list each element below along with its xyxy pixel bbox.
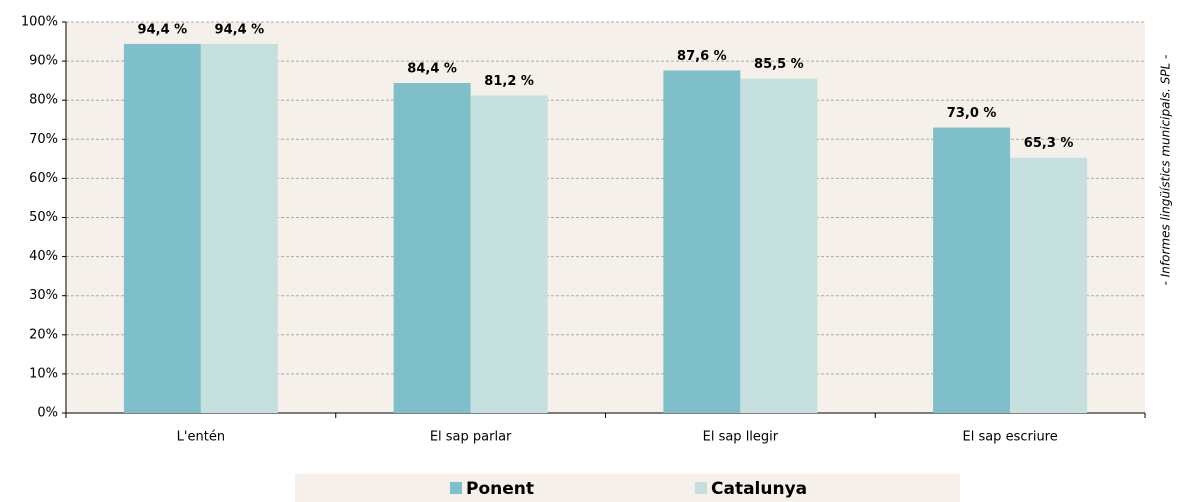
y-tick-label: 100% bbox=[21, 15, 58, 30]
legend-label: Ponent bbox=[466, 479, 534, 499]
y-tick-label: 70% bbox=[29, 132, 58, 147]
bar bbox=[740, 78, 818, 413]
y-tick-label: 40% bbox=[29, 249, 58, 264]
source-note: - Informes lingüístics municipals. SPL - bbox=[1159, 55, 1173, 286]
x-tick-label: L'entén bbox=[177, 430, 225, 445]
y-tick-label: 10% bbox=[29, 366, 58, 381]
value-label: 84,4 % bbox=[407, 61, 457, 76]
value-label: 94,4 % bbox=[215, 22, 265, 37]
value-label: 65,3 % bbox=[1024, 136, 1074, 151]
bar bbox=[123, 43, 201, 414]
value-label: 94,4 % bbox=[138, 22, 188, 37]
y-tick-label: 90% bbox=[29, 54, 58, 69]
y-tick-label: 50% bbox=[29, 210, 58, 225]
bar bbox=[933, 127, 1011, 413]
bar bbox=[393, 82, 471, 413]
value-label: 81,2 % bbox=[484, 74, 534, 89]
y-tick-label: 0% bbox=[37, 406, 58, 421]
bar bbox=[470, 95, 548, 414]
legend-box bbox=[295, 474, 960, 502]
y-tick-label: 80% bbox=[29, 93, 58, 108]
bar bbox=[663, 70, 741, 413]
x-tick-label: El sap escriure bbox=[962, 430, 1057, 445]
legend-label: Catalunya bbox=[711, 479, 807, 499]
value-label: 85,5 % bbox=[754, 57, 804, 72]
legend-swatch bbox=[695, 482, 707, 494]
value-label: 87,6 % bbox=[677, 49, 727, 64]
y-tick-label: 30% bbox=[29, 288, 58, 303]
legend-swatch bbox=[450, 482, 462, 494]
x-tick-label: El sap llegir bbox=[703, 430, 779, 445]
bar bbox=[1010, 157, 1088, 413]
value-label: 73,0 % bbox=[947, 106, 997, 121]
y-tick-label: 20% bbox=[29, 327, 58, 342]
y-tick-label: 60% bbox=[29, 171, 58, 186]
bar bbox=[200, 43, 278, 414]
x-tick-label: El sap parlar bbox=[430, 430, 512, 445]
